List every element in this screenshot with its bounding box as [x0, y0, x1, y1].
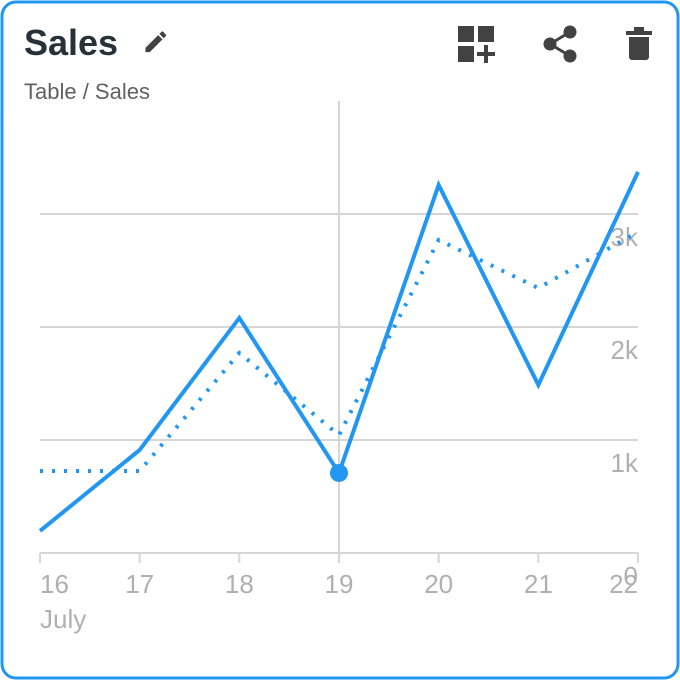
- breadcrumb: Table / Sales: [24, 79, 150, 104]
- x-tick-label: 20: [424, 569, 453, 599]
- hover-point: [330, 463, 348, 482]
- share-icon[interactable]: [543, 25, 577, 63]
- x-group-label: July: [40, 604, 86, 634]
- x-tick-label: 21: [524, 569, 553, 599]
- delete-icon[interactable]: [626, 27, 652, 60]
- y-tick-label: 2k: [611, 335, 639, 365]
- plot: 0 1k 2k 3k 16 17 18 19 20 21 22 July: [38, 101, 640, 634]
- x-tick-label: 19: [325, 569, 354, 599]
- add-widget-icon[interactable]: [458, 26, 495, 63]
- y-tick-label: 1k: [611, 448, 639, 478]
- edit-icon[interactable]: [145, 31, 167, 53]
- y-tick-label: 0: [624, 561, 638, 591]
- y-tick-label: 3k: [611, 222, 639, 252]
- x-tick-label: 16: [40, 569, 69, 599]
- x-tick-label: 17: [125, 569, 154, 599]
- x-tick-label: 18: [225, 569, 254, 599]
- chart-title: Sales: [24, 22, 118, 63]
- x-tick-label: 22: [609, 569, 638, 599]
